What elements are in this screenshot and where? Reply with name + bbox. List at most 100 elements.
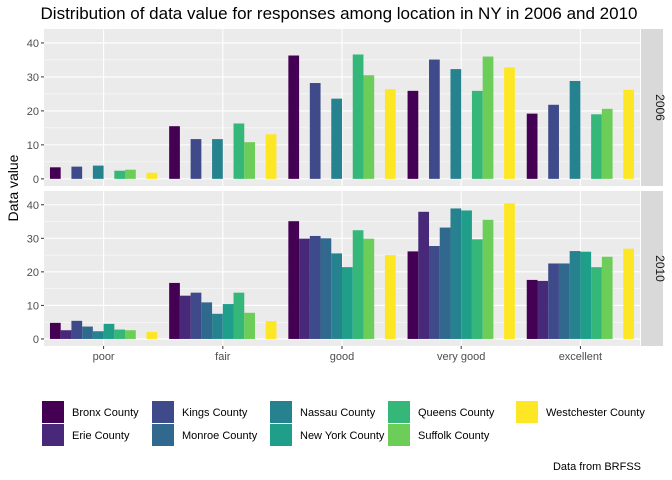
- legend-label: Nassau County: [300, 407, 376, 419]
- bar-2006-fair-9: [265, 134, 277, 179]
- bar-2006-excellent-4: [569, 80, 581, 179]
- x-tick-label: fair: [215, 351, 231, 363]
- legend-swatch: [516, 401, 538, 423]
- bar-2010-excellent-4: [569, 251, 581, 339]
- facet-strip-label: 2006: [653, 94, 667, 121]
- legend-swatch: [42, 424, 64, 446]
- bar-2010-poor-2: [71, 320, 83, 339]
- x-tick-label: excellent: [559, 351, 602, 363]
- legend-item: Kings County: [152, 401, 248, 423]
- bar-2010-excellent-6: [591, 267, 602, 339]
- legend-item: Queens County: [388, 401, 495, 423]
- bar-2010-very-good-6: [471, 239, 483, 339]
- bar-2010-poor-7: [125, 330, 136, 339]
- x-tick-label: poor: [93, 351, 115, 363]
- bar-2010-very-good-4: [450, 208, 462, 339]
- legend-label: New York County: [300, 430, 385, 442]
- legend-item: Nassau County: [270, 401, 376, 423]
- bar-2010-good-4: [331, 253, 342, 339]
- bar-2010-poor-4: [92, 331, 104, 339]
- bar-2006-good-7: [363, 75, 375, 179]
- bar-2006-excellent-2: [548, 104, 559, 179]
- bar-2006-very-good-2: [429, 59, 440, 179]
- bar-2010-fair-5: [222, 304, 234, 339]
- y-tick-label: 40: [27, 200, 39, 212]
- bar-2010-excellent-7: [601, 256, 613, 339]
- bar-2010-fair-4: [212, 313, 223, 339]
- bar-2010-fair-9: [265, 321, 277, 339]
- y-tick-label: 0: [33, 174, 39, 186]
- bar-2006-fair-6: [233, 123, 245, 179]
- bar-2006-excellent-7: [601, 108, 613, 179]
- y-tick-label: 30: [27, 233, 39, 245]
- bar-2010-poor-1: [60, 330, 72, 339]
- y-axis-label: Data value: [5, 154, 21, 221]
- bar-2010-very-good-5: [461, 210, 472, 339]
- bar-2010-excellent-2: [548, 263, 559, 339]
- legend-swatch: [270, 401, 292, 423]
- facet-strip-label: 2010: [653, 255, 667, 282]
- legend: Bronx County Erie County Kings County Monro…: [42, 401, 645, 446]
- legend-swatch: [388, 401, 410, 423]
- bar-2010-poor-9: [146, 331, 158, 339]
- legend-label: Westchester County: [546, 407, 645, 419]
- bar-2010-very-good-9: [504, 203, 515, 339]
- legend-label: Kings County: [182, 407, 248, 419]
- bar-2010-very-good-1: [418, 211, 430, 339]
- bar-2010-fair-0: [169, 282, 180, 339]
- panel-2010: 0 10 20 30 40 2010 poor fair good very good excell…: [27, 191, 667, 363]
- bar-2006-poor-0: [49, 167, 61, 179]
- bar-2006-good-4: [331, 98, 342, 179]
- bar-2006-excellent-6: [591, 114, 602, 179]
- bar-2010-very-good-0: [407, 251, 419, 339]
- bar-2006-fair-4: [212, 139, 223, 179]
- facet-strip: [641, 191, 663, 346]
- bar-2006-very-good-6: [471, 90, 483, 179]
- y-tick-label: 10: [27, 300, 39, 312]
- bar-2010-good-6: [352, 230, 364, 339]
- bar-2006-very-good-0: [407, 90, 419, 179]
- panels: 0 10 20 30 40 2006 0 10 20 30 40 2010 poor fair good ve…: [27, 29, 667, 363]
- legend-swatch: [388, 424, 410, 446]
- bar-2006-poor-4: [92, 165, 104, 179]
- y-tick-label: 20: [27, 267, 39, 279]
- legend-label: Queens County: [418, 407, 495, 419]
- bar-2010-excellent-9: [623, 248, 635, 339]
- x-tick-label: good: [330, 351, 354, 363]
- x-tick-label: very good: [437, 351, 485, 363]
- bar-2006-good-9: [384, 89, 396, 179]
- bar-2006-excellent-0: [526, 113, 538, 179]
- legend-label: Erie County: [72, 430, 130, 442]
- bar-2010-good-0: [288, 221, 300, 339]
- legend-item: Bronx County: [42, 401, 139, 423]
- legend-swatch: [42, 401, 64, 423]
- y-tick-label: 40: [27, 38, 39, 50]
- bar-2006-fair-7: [244, 142, 255, 179]
- panel-2006: 0 10 20 30 40 2006: [27, 29, 667, 186]
- bar-2006-very-good-7: [482, 56, 494, 179]
- y-tick-label: 30: [27, 72, 39, 84]
- bar-2006-poor-9: [146, 172, 158, 179]
- legend-item: Monroe County: [152, 424, 258, 446]
- bar-2010-poor-3: [82, 326, 93, 339]
- legend-label: Monroe County: [182, 430, 258, 442]
- legend-label: Suffolk County: [418, 430, 490, 442]
- bar-2010-very-good-3: [439, 227, 451, 339]
- bar-2006-fair-2: [190, 139, 202, 179]
- legend-item: Suffolk County: [388, 424, 490, 446]
- legend-swatch: [152, 401, 174, 423]
- bar-2010-good-9: [384, 255, 396, 339]
- legend-swatch: [152, 424, 174, 446]
- bar-2006-fair-0: [169, 126, 180, 179]
- bar-2010-excellent-5: [580, 251, 592, 339]
- legend-swatch: [270, 424, 292, 446]
- bar-2010-fair-2: [190, 292, 202, 339]
- bar-2010-very-good-7: [482, 219, 494, 339]
- bar-2010-very-good-2: [429, 246, 440, 339]
- bar-2010-fair-7: [244, 312, 255, 339]
- legend-item: Westchester County: [546, 407, 645, 419]
- legend-label: Bronx County: [72, 407, 139, 419]
- bar-2010-good-5: [342, 267, 353, 339]
- bar-2010-excellent-1: [537, 280, 549, 339]
- bar-2010-poor-5: [103, 323, 115, 339]
